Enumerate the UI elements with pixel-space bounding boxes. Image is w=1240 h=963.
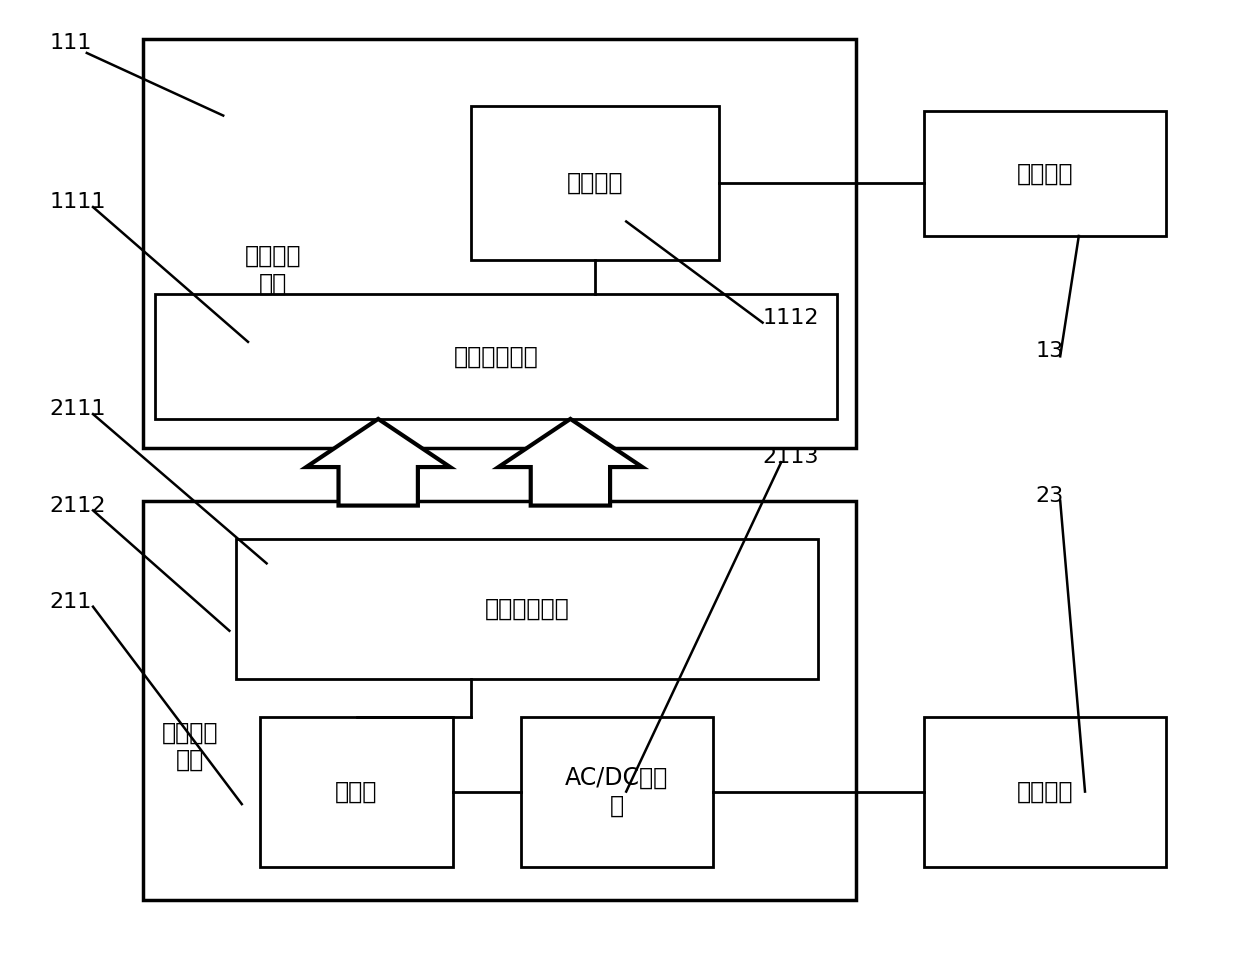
Text: 变频器: 变频器 <box>335 780 378 804</box>
Text: 整流电路: 整流电路 <box>567 171 624 195</box>
Bar <box>236 539 818 679</box>
Text: 13: 13 <box>1035 342 1064 361</box>
Text: 电力输出线圈: 电力输出线圈 <box>485 597 569 621</box>
Bar <box>143 501 856 900</box>
Text: 电路接收
模块: 电路接收 模块 <box>244 244 301 296</box>
Text: 电路输出
模块: 电路输出 模块 <box>161 720 218 772</box>
Bar <box>155 294 837 419</box>
Bar <box>924 111 1166 236</box>
Bar <box>260 717 453 867</box>
Text: AC/DC转换
器: AC/DC转换 器 <box>565 767 668 818</box>
Text: 2111: 2111 <box>50 400 107 419</box>
Text: 2112: 2112 <box>50 496 107 515</box>
Text: 2113: 2113 <box>763 448 820 467</box>
Bar <box>924 717 1166 867</box>
Text: 充电电源: 充电电源 <box>1017 780 1073 804</box>
Polygon shape <box>498 419 642 506</box>
Polygon shape <box>306 419 450 506</box>
Text: 211: 211 <box>50 592 92 612</box>
Text: 电力接收线圈: 电力接收线圈 <box>454 345 538 368</box>
Bar <box>471 106 719 260</box>
Text: 1111: 1111 <box>50 193 107 212</box>
Text: 23: 23 <box>1035 486 1064 506</box>
Text: 充电电池: 充电电池 <box>1017 162 1073 185</box>
Bar <box>143 39 856 448</box>
Text: 111: 111 <box>50 34 92 53</box>
Bar <box>521 717 713 867</box>
Text: 1112: 1112 <box>763 308 820 327</box>
